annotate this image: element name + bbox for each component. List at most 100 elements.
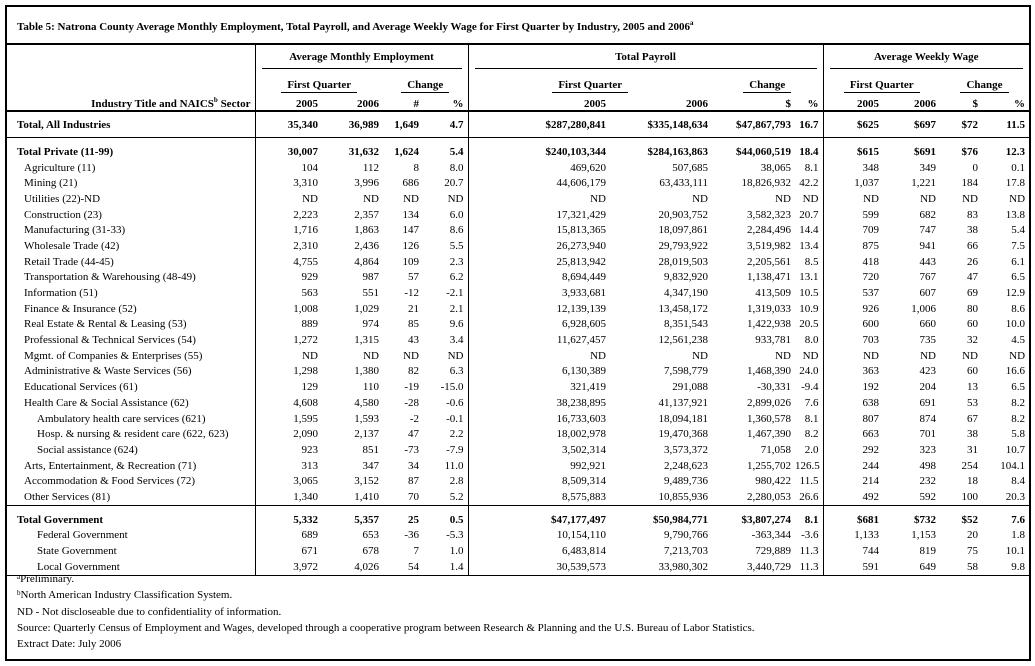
cell: 6.5 [1011, 381, 1026, 394]
subgroup-header: First Quarter [822, 75, 940, 93]
cell: 5,332 [254, 505, 322, 528]
cell: -36 [404, 529, 419, 542]
cell: 660 [919, 318, 937, 331]
cell: 3,502,314 [467, 442, 610, 458]
cell: 6.2 [449, 271, 464, 284]
cell: 18,094,181 [658, 412, 709, 425]
industry-name: Real Estate & Rental & Leasing (53) [24, 318, 187, 331]
cell: 2,357 [354, 208, 379, 221]
cell: 2,310 [254, 238, 322, 254]
cell: 5.2 [449, 490, 464, 503]
cell: 3,573,372 [664, 443, 708, 456]
cell: 413,509 [755, 287, 791, 300]
cell: 2,436 [354, 239, 379, 252]
cell: 1,133 [822, 527, 883, 544]
column-header: # [413, 98, 420, 110]
cell: 244 [822, 457, 883, 474]
cell: 686 [402, 177, 420, 190]
footnote: ND - Not discloseable due to confidentia… [17, 604, 755, 620]
cell: ND [363, 192, 379, 205]
cell: 3,310 [254, 175, 322, 192]
cell: 57 [408, 271, 419, 284]
cell: 12,561,238 [658, 334, 709, 347]
cell: 4,347,190 [664, 287, 708, 300]
cell: 1,593 [354, 412, 379, 425]
cell: 3,996 [354, 177, 379, 190]
cell: ND [775, 192, 791, 205]
cell: 41,137,921 [658, 396, 709, 409]
cell: $44,060,519 [736, 145, 791, 158]
cell: 11,627,457 [467, 332, 610, 348]
cell: 592 [919, 490, 937, 503]
industry-name: Professional & Technical Services (54) [24, 334, 196, 347]
cell: -7.9 [446, 443, 464, 456]
cell: 8,694,449 [467, 269, 610, 286]
cell: 3,065 [254, 473, 322, 490]
cell: 933,781 [755, 334, 791, 347]
cell: 1.0 [449, 545, 464, 558]
data-row: Administrative & Waste Services (56) 1,29… [7, 363, 1029, 380]
industry-name: Wholesale Trade (42) [24, 239, 120, 252]
cell: 507,685 [672, 161, 708, 174]
data-table: Average Monthly Employment Total Payroll A… [7, 43, 1030, 576]
cell: 83 [967, 208, 978, 221]
cell: 418 [822, 253, 883, 270]
cell: 6.5 [1011, 271, 1026, 284]
cell: 214 [822, 473, 883, 490]
data-row: Wholesale Trade (42) 2,310 2,436 126 5.5 26,2… [7, 238, 1029, 254]
cell: 2,248,623 [664, 459, 708, 472]
cell: ND [467, 347, 610, 364]
cell: 11.3 [799, 545, 819, 558]
cell: 1,624 [394, 145, 419, 158]
cell: 807 [822, 410, 883, 427]
cell: $47,177,497 [467, 505, 610, 528]
cell: 1,138,471 [747, 271, 791, 284]
industry-header: Industry Title and NAICSb Sector [7, 93, 255, 111]
cell: 291,088 [672, 381, 708, 394]
cell: 232 [919, 475, 937, 488]
cell: 701 [919, 428, 937, 441]
cell: 4.5 [1011, 334, 1026, 347]
cell: 10.7 [1005, 443, 1026, 456]
cell: -2.1 [446, 287, 464, 300]
cell: 6.1 [1011, 255, 1026, 268]
cell: 54 [408, 560, 419, 573]
cell: 30,007 [254, 137, 322, 160]
industry-name: Other Services (81) [24, 490, 111, 503]
cell: 24.0 [799, 365, 819, 378]
data-row: Other Services (81) 1,340 1,410 70 5.2 8,575,… [7, 489, 1029, 506]
cell: 69 [967, 287, 978, 300]
cell: $615 [822, 137, 883, 160]
cell: ND [254, 347, 322, 364]
cell: 70 [408, 490, 419, 503]
cell: ND [920, 349, 936, 362]
industry-name: Social assistance (624) [37, 443, 138, 456]
cell: 1,029 [354, 302, 379, 315]
subgroup-header: Change [940, 75, 1029, 93]
cell: 10,154,110 [467, 527, 610, 544]
cell: 1,153 [911, 529, 936, 542]
cell: 82 [408, 365, 419, 378]
cell: 58 [967, 560, 978, 573]
cell: 109 [402, 255, 420, 268]
cell: 987 [362, 271, 380, 284]
data-row: Local Government 3,972 4,026 54 1.4 30,539,57… [7, 558, 1029, 576]
cell: 1,410 [354, 490, 379, 503]
industry-name: Information (51) [24, 287, 98, 300]
cell: 689 [254, 527, 322, 544]
cell: $681 [822, 505, 883, 528]
cell: 18,097,861 [658, 224, 709, 237]
cell: 8,575,883 [467, 489, 610, 506]
cell: 26 [967, 255, 978, 268]
cell: 126.5 [795, 459, 820, 472]
data-row: Health Care & Social Assistance (62) 4,60… [7, 395, 1029, 411]
data-row: Hosp. & nursing & resident care (622, 62… [7, 426, 1029, 443]
cell: 1,467,390 [747, 428, 791, 441]
cell: ND [822, 347, 883, 364]
cell: 38 [967, 224, 978, 237]
cell: 2,090 [254, 426, 322, 443]
data-row: Educational Services (61) 129 110 -19 -15.0 3… [7, 379, 1029, 395]
cell: 3.4 [449, 334, 464, 347]
cell: 13.4 [799, 239, 819, 252]
cell: 0 [972, 161, 979, 174]
